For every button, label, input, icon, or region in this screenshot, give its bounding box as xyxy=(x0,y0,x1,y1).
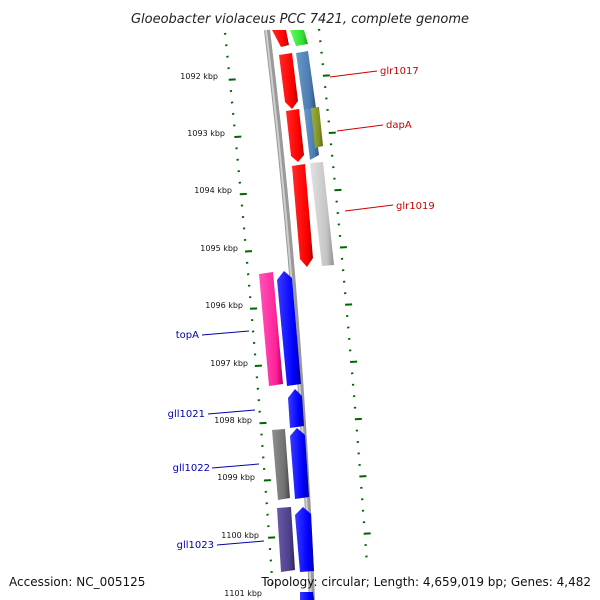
ruler-label: 1098 kbp xyxy=(214,416,252,425)
ruler-label: 1095 kbp xyxy=(200,244,238,253)
gene-label-gll1023[interactable]: gll1023 xyxy=(177,540,214,551)
cds-feature[interactable] xyxy=(295,507,314,572)
tick-ring xyxy=(223,28,371,585)
cds-feature[interactable] xyxy=(288,389,304,428)
gene-label-gll1021[interactable]: gll1021 xyxy=(168,409,205,420)
cds-feature[interactable] xyxy=(279,53,298,109)
gene-label-topA[interactable]: topA xyxy=(176,330,199,341)
ruler-label: 1096 kbp xyxy=(205,301,243,310)
cds-feature[interactable] xyxy=(290,30,308,46)
kbp-ruler: 1092 kbp 1093 kbp 1094 kbp 1095 kbp 1096… xyxy=(180,72,262,598)
cds-feature[interactable] xyxy=(277,271,301,386)
cds-feature[interactable] xyxy=(259,272,283,386)
cds-feature[interactable] xyxy=(296,51,316,110)
left-label-leaders xyxy=(201,330,265,546)
topology-text: Topology: circular; Length: 4,659,019 bp… xyxy=(260,575,591,589)
cds-feature[interactable] xyxy=(272,429,290,500)
gene-label-glr1017[interactable]: glr1017 xyxy=(380,66,419,77)
accession-text: Accession: NC_005125 xyxy=(9,575,145,589)
gene-label-glr1019[interactable]: glr1019 xyxy=(396,201,435,212)
cds-feature[interactable] xyxy=(310,162,334,266)
ruler-label: 1100 kbp xyxy=(221,531,259,540)
gene-label-gll1022[interactable]: gll1022 xyxy=(173,463,210,474)
ruler-label: 1097 kbp xyxy=(210,359,248,368)
cds-feature[interactable] xyxy=(292,164,313,267)
ruler-label: 1092 kbp xyxy=(180,72,218,81)
ruler-label: 1101 kbp xyxy=(224,589,262,598)
ruler-label: 1094 kbp xyxy=(194,186,232,195)
cds-feature[interactable] xyxy=(286,109,304,162)
cds-feature[interactable] xyxy=(277,507,295,572)
cds-feature[interactable] xyxy=(300,592,314,600)
map-title: Gloeobacter violaceus PCC 7421, complete… xyxy=(131,12,469,27)
cds-feature[interactable] xyxy=(311,107,323,148)
cds-feature[interactable] xyxy=(272,30,289,47)
ruler-label: 1099 kbp xyxy=(217,473,255,482)
right-label-leaders xyxy=(329,70,394,212)
cds-feature[interactable] xyxy=(290,428,309,499)
forward-strand-features xyxy=(272,30,334,267)
gene-label-dapA[interactable]: dapA xyxy=(386,120,412,131)
reverse-strand-features xyxy=(259,271,314,600)
ruler-label: 1093 kbp xyxy=(187,129,225,138)
